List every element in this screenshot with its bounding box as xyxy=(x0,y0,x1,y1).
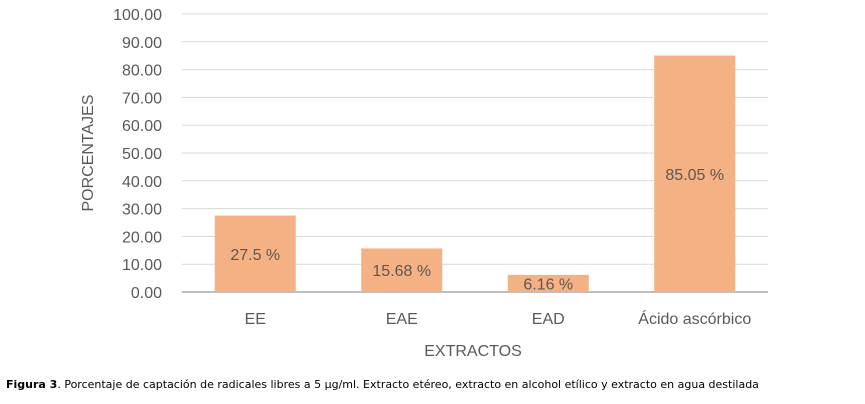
y-tick-label: 90.00 xyxy=(122,35,162,52)
y-tick-label: 80.00 xyxy=(122,63,162,80)
data-label: 85.05 % xyxy=(665,167,724,184)
figure-caption-label: Figura 3 xyxy=(6,378,58,391)
y-axis-title: PORCENTAJES xyxy=(80,94,97,211)
y-tick-label: 10.00 xyxy=(122,257,162,274)
figure-caption: Figura 3. Porcentaje de captación de rad… xyxy=(6,378,864,391)
data-label: 6.16 % xyxy=(523,276,573,293)
y-tick-label: 50.00 xyxy=(122,146,162,163)
bar xyxy=(507,274,589,292)
bar xyxy=(654,55,736,292)
y-tick-labels: 0.00 10.00 20.00 30.00 40.00 50.00 60.00 70.00 8… xyxy=(113,7,162,302)
x-axis-title: EXTRACTOS xyxy=(424,343,522,360)
figure-caption-text: . Porcentaje de captación de radicales l… xyxy=(57,378,759,391)
bar xyxy=(361,248,443,292)
y-tick-label: 30.00 xyxy=(122,202,162,219)
y-tick-label: 100.00 xyxy=(113,7,162,24)
x-tick-label: Ácido ascórbico xyxy=(638,309,751,328)
y-tick-label: 40.00 xyxy=(122,174,162,191)
y-tick-label: 0.00 xyxy=(131,285,162,302)
bar-chart: 0.00 10.00 20.00 30.00 40.00 50.00 60.00 70.00 8… xyxy=(80,7,768,360)
bar xyxy=(214,215,296,292)
data-label: 27.5 % xyxy=(230,247,280,264)
x-tick-label: EE xyxy=(245,311,266,328)
y-tick-label: 60.00 xyxy=(122,118,162,135)
y-tick-label: 70.00 xyxy=(122,90,162,107)
data-label: 15.68 % xyxy=(372,263,431,280)
x-tick-label: EAD xyxy=(532,311,565,328)
x-tick-label: EAE xyxy=(386,311,418,328)
y-tick-label: 20.00 xyxy=(122,229,162,246)
x-tick-labels: EE EAE EAD Ácido ascórbico xyxy=(245,309,752,328)
bars: 27.5 % 15.68 % 6.16 % 85.05 % xyxy=(214,55,736,293)
